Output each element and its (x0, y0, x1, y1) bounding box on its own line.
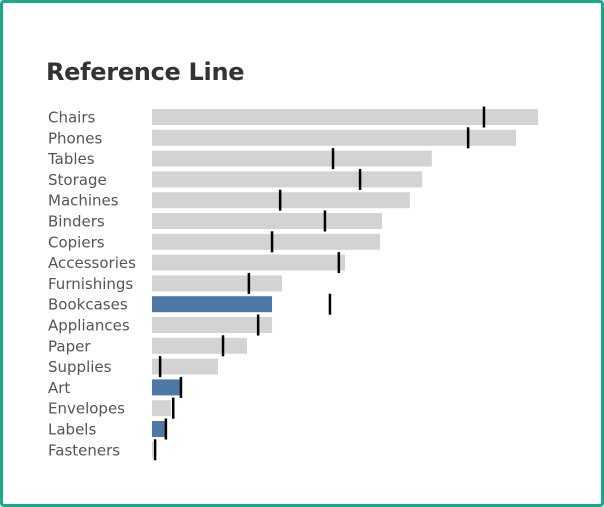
bar-furnishings[interactable] (152, 275, 283, 292)
bar-chairs[interactable] (152, 109, 538, 125)
bar-envelopes[interactable] (152, 400, 171, 417)
bar-paper[interactable] (152, 337, 247, 354)
bar-labels[interactable] (152, 421, 166, 437)
category-label-binders: Binders (48, 213, 105, 231)
chart-title: Reference Line (46, 58, 245, 86)
category-label-storage: Storage (48, 171, 107, 189)
category-label-tables: Tables (47, 150, 95, 168)
category-label-bookcases: Bookcases (48, 296, 128, 314)
category-label-accessories: Accessories (48, 254, 136, 272)
bar-art[interactable] (152, 379, 181, 396)
category-label-chairs: Chairs (48, 109, 96, 127)
category-label-copiers: Copiers (48, 233, 105, 251)
bar-storage[interactable] (152, 171, 423, 188)
category-label-furnishings: Furnishings (48, 275, 133, 293)
category-label-envelopes: Envelopes (48, 400, 125, 418)
bar-accessories[interactable] (152, 254, 345, 271)
category-label-phones: Phones (48, 129, 102, 147)
bar-phones[interactable] (152, 129, 516, 146)
category-label-labels: Labels (48, 421, 96, 439)
bar-fasteners[interactable] (152, 441, 154, 458)
bar-appliances[interactable] (152, 317, 273, 333)
bar-bookcases[interactable] (152, 296, 273, 313)
category-label-machines: Machines (48, 192, 119, 210)
bar-copiers[interactable] (152, 233, 381, 250)
bar-tables[interactable] (152, 150, 432, 167)
category-label-art: Art (48, 379, 70, 397)
category-label-paper: Paper (48, 337, 91, 355)
category-label-fasteners: Fasteners (48, 441, 120, 459)
category-label-appliances: Appliances (48, 317, 130, 335)
bar-supplies[interactable] (152, 358, 219, 375)
bar-binders[interactable] (152, 213, 383, 229)
category-label-supplies: Supplies (48, 358, 112, 376)
